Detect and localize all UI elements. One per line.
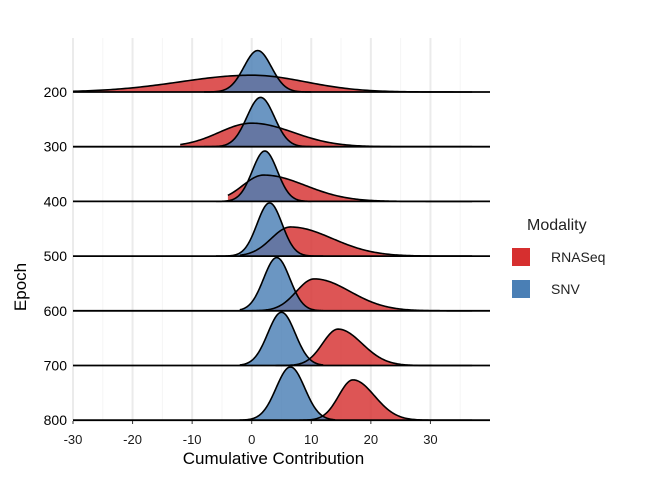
legend-swatch-rnaseq [512,248,530,266]
y-tick-label: 500 [44,248,68,264]
snv-outline-800 [239,366,336,421]
x-axis-title: Cumulative Contribution [183,449,364,468]
x-tick-label: 20 [364,432,378,447]
legend-label-rnaseq: RNASeq [551,249,605,265]
rnaseq-density-300 [180,123,473,147]
ridge-epoch-600 [73,256,490,312]
snv-outline-600 [239,256,324,312]
snv-density-700 [239,312,324,366]
snv-density-500 [215,202,324,257]
snv-outline-200 [204,49,312,93]
y-axis-title: Epoch [11,263,30,311]
y-tick-label: 600 [44,303,68,319]
ridge-epoch-300 [73,96,490,148]
snv-density-300 [204,97,312,147]
y-tick-label: 400 [44,193,68,209]
x-tick-label: -10 [183,432,202,447]
rnaseq-density-500 [239,226,473,257]
ridge-epoch-400 [73,150,490,203]
ridge-epoch-500 [73,202,490,258]
snv-density-200 [204,50,312,92]
snv-density-400 [215,151,312,202]
x-tick-label: 30 [423,432,437,447]
x-tick-label: -20 [123,432,142,447]
ridge-epoch-200 [72,49,490,93]
y-tick-label: 200 [44,84,68,100]
legend: Modality RNASeq SNV [512,217,605,298]
y-tick-label: 700 [44,358,68,374]
x-tick-label: 0 [248,432,255,447]
y-tick-label: 800 [44,412,68,428]
ridges [72,49,490,422]
y-axis: 200 300 400 500 600 700 800 [44,84,68,428]
snv-outline-400 [215,150,312,203]
snv-density-600 [239,257,324,311]
ridge-epoch-700 [73,311,490,367]
x-tick-label: 10 [304,432,318,447]
legend-label-snv: SNV [551,281,580,297]
rnaseq-density-700 [275,329,473,366]
snv-outline-700 [239,311,324,366]
snv-outline-300 [204,96,312,148]
rnaseq-density-600 [251,278,473,311]
gridlines [72,38,461,420]
x-tick-label: -30 [64,432,83,447]
ridge-epoch-800 [73,366,490,422]
x-axis: -30 -20 -10 0 10 20 30 [64,421,438,447]
legend-title: Modality [527,217,587,234]
legend-swatch-snv [512,280,530,298]
snv-density-800 [239,367,336,421]
y-tick-label: 300 [44,139,68,155]
